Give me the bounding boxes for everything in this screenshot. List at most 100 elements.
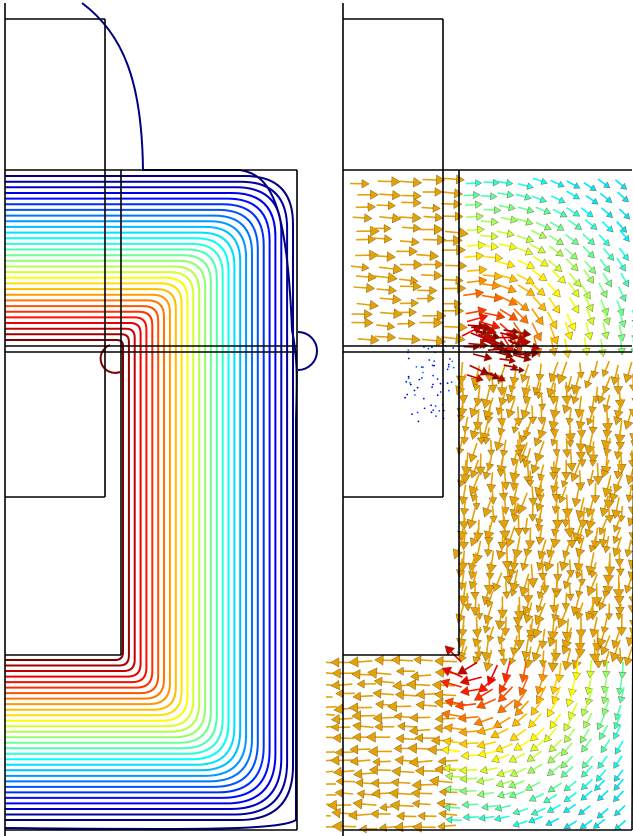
arrow-head xyxy=(485,417,492,424)
field-arrow xyxy=(510,729,526,740)
arrow-shaft xyxy=(467,318,480,322)
field-arrow xyxy=(550,714,561,729)
field-arrow xyxy=(453,538,463,559)
arrow-head xyxy=(411,789,419,798)
field-arrow xyxy=(397,812,417,821)
field-arrow xyxy=(353,722,374,731)
arrow-shaft xyxy=(480,246,492,247)
field-arrow xyxy=(518,260,535,269)
arrow-head xyxy=(434,724,442,733)
arrow-shaft xyxy=(596,387,597,397)
arrow-shaft xyxy=(553,209,562,214)
arrow-shaft xyxy=(358,339,371,340)
arrow-head xyxy=(478,750,486,758)
arrow-head xyxy=(371,810,379,819)
field-arrow xyxy=(467,313,488,322)
arrow-shaft xyxy=(444,178,457,179)
arrow-head xyxy=(496,550,506,560)
arrow-shaft xyxy=(569,821,577,826)
field-arrow xyxy=(444,276,463,284)
arrow-shaft xyxy=(551,196,560,200)
arrow-head xyxy=(628,560,633,570)
arrow-shaft xyxy=(466,770,477,771)
arrow-head xyxy=(411,299,418,307)
arrow-shaft xyxy=(567,191,575,196)
arrow-head xyxy=(509,274,517,282)
field-arrow xyxy=(481,193,497,200)
arrow-shaft xyxy=(549,246,558,252)
arrow-head xyxy=(333,767,342,776)
arrow-head xyxy=(616,569,624,576)
field-arrow xyxy=(402,224,421,232)
arrow-shaft xyxy=(501,806,511,808)
arrow-head xyxy=(335,748,342,756)
arrow-shaft xyxy=(418,675,431,676)
arrow-head xyxy=(473,191,479,198)
field-arrow xyxy=(600,193,612,202)
arrow-shaft xyxy=(515,781,525,785)
field-dot xyxy=(422,372,424,374)
field-arrow xyxy=(401,191,421,200)
arrow-head xyxy=(602,708,609,715)
field-arrow xyxy=(583,234,595,245)
arrow-head xyxy=(536,503,544,512)
field-arrow xyxy=(353,214,372,223)
arrow-head xyxy=(410,713,418,722)
arrow-head xyxy=(551,486,559,494)
field-arrow xyxy=(396,734,416,743)
arrow-shaft xyxy=(581,208,589,214)
arrow-shaft xyxy=(570,559,571,570)
arrow-shaft xyxy=(580,470,581,483)
field-arrow xyxy=(603,273,612,287)
arrow-head xyxy=(409,308,417,317)
arrow-head xyxy=(319,791,326,799)
arrow-head xyxy=(395,690,404,700)
arrow-head xyxy=(527,754,535,761)
arrow-shaft xyxy=(556,482,557,495)
arrow-shaft xyxy=(479,604,480,614)
arrow-shaft xyxy=(567,208,575,213)
arrow-shaft xyxy=(598,179,605,185)
arrow-shaft xyxy=(443,695,456,696)
arrow-shaft xyxy=(600,715,604,724)
arrow-shaft xyxy=(549,728,557,737)
arrow-head xyxy=(352,711,361,721)
field-dot xyxy=(417,412,419,414)
arrow-shaft xyxy=(541,465,544,475)
field-dot xyxy=(449,358,451,360)
field-arrow xyxy=(599,283,607,298)
arrow-head xyxy=(618,334,625,341)
field-arrow xyxy=(484,253,503,261)
arrow-shaft xyxy=(531,782,540,787)
arrow-shaft xyxy=(518,605,519,618)
field-arrow xyxy=(474,718,493,727)
field-arrow xyxy=(400,238,419,247)
arrow-shaft xyxy=(473,354,485,357)
field-arrow xyxy=(615,821,626,831)
arrow-head xyxy=(368,746,377,757)
field-arrow xyxy=(614,805,625,816)
field-arrow xyxy=(602,208,613,218)
arrow-head xyxy=(331,723,338,731)
field-arrow xyxy=(377,286,397,295)
arrow-head xyxy=(629,385,633,392)
arrow-head xyxy=(410,672,418,681)
arrow-shaft xyxy=(492,665,498,678)
arrow-head xyxy=(484,353,492,362)
arrow-shaft xyxy=(619,248,625,256)
arrow-head xyxy=(315,799,324,809)
field-arrow xyxy=(458,713,479,722)
arrow-head xyxy=(393,264,403,274)
field-arrow xyxy=(552,271,565,284)
field-arrow xyxy=(532,270,547,281)
arrow-shaft xyxy=(616,497,619,510)
arrow-shaft xyxy=(570,408,572,418)
arrow-shaft xyxy=(400,181,414,182)
field-arrow xyxy=(586,496,595,517)
field-arrow xyxy=(532,323,542,341)
field-arrow xyxy=(538,465,545,481)
arrow-head xyxy=(432,680,441,690)
arrow-shaft xyxy=(580,630,581,643)
arrow-head xyxy=(531,707,539,716)
arrow-head xyxy=(564,796,571,802)
